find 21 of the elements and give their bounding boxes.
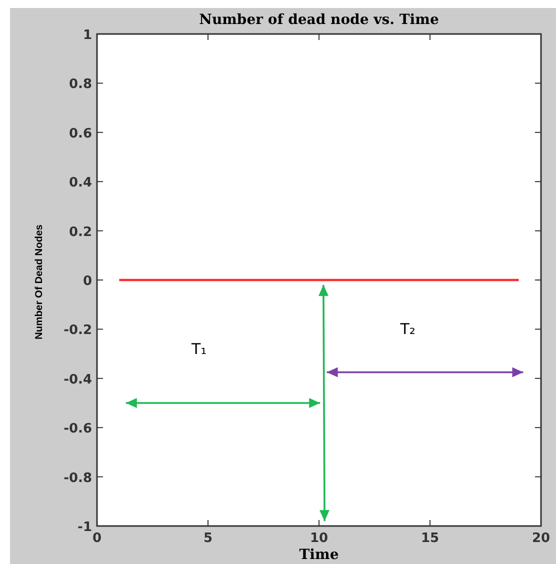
y-axis-title: Number Of Dead Nodes bbox=[34, 224, 45, 340]
y-tick-label: -0.2 bbox=[64, 323, 92, 338]
x-tick-label: 20 bbox=[532, 531, 550, 546]
x-tick-label: 10 bbox=[310, 531, 328, 546]
y-tick-label: -0.8 bbox=[64, 470, 92, 486]
annotation: T₂ bbox=[399, 320, 416, 338]
x-tick-label: 0 bbox=[92, 531, 102, 546]
y-tick-label: -0.4 bbox=[64, 372, 92, 388]
y-tick-label: -0.6 bbox=[64, 422, 92, 437]
y-tick-label: 0.4 bbox=[68, 176, 92, 191]
chart-title: Number of dead node vs. Time bbox=[199, 12, 439, 28]
x-axis-title: Time bbox=[299, 547, 339, 563]
y-tick-label: 0.6 bbox=[68, 126, 92, 142]
annotation: T₁ bbox=[190, 340, 207, 358]
x-tick-label: 15 bbox=[420, 531, 440, 546]
y-tick-label: 1 bbox=[82, 28, 92, 43]
y-tick-label: 0 bbox=[82, 274, 92, 289]
y-tick-label: 0.2 bbox=[68, 224, 92, 240]
y-tick-label: 0.8 bbox=[68, 77, 92, 92]
x-tick-label: 5 bbox=[203, 531, 213, 546]
y-tick-label: -1 bbox=[78, 520, 92, 535]
